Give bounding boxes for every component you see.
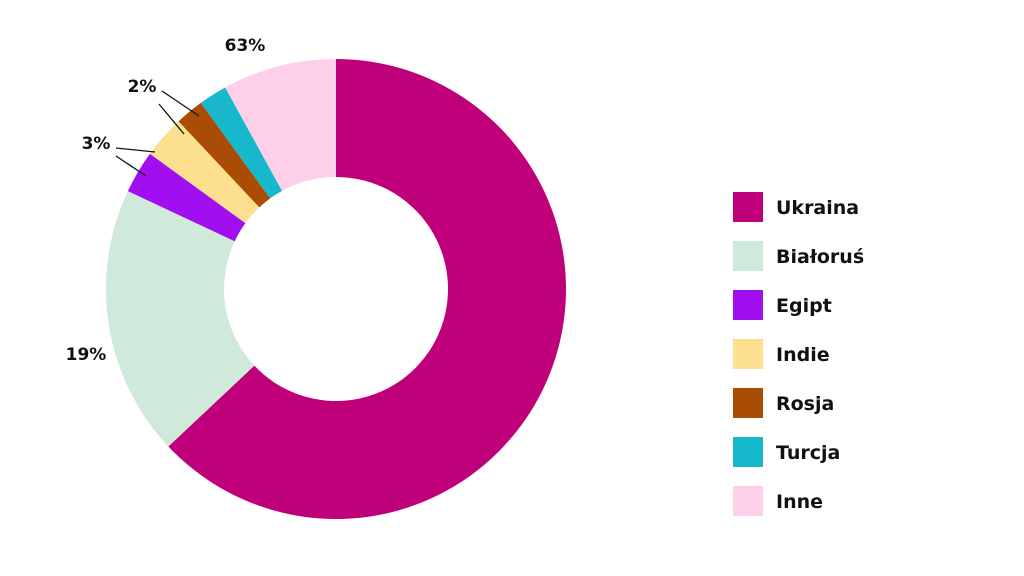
legend-label-egipt: Egipt bbox=[776, 295, 832, 317]
legend-label-bialorus: Białoruś bbox=[776, 246, 864, 268]
slice-egipt bbox=[127, 153, 246, 242]
legend-label-ukraina: Ukraina bbox=[776, 197, 859, 219]
legend: Ukraina Białoruś Egipt Indie Rosja Turcj… bbox=[733, 192, 864, 516]
legend-label-turcja: Turcja bbox=[776, 442, 840, 464]
legend-swatch-egipt bbox=[733, 290, 763, 320]
slice-turcja bbox=[200, 87, 283, 199]
legend-label-indie: Indie bbox=[776, 344, 830, 366]
slice-indie bbox=[149, 121, 260, 224]
data-label-rosja: 2% bbox=[128, 77, 157, 97]
slice-ukraina bbox=[168, 59, 566, 519]
data-label-egipt: 3% bbox=[82, 134, 111, 154]
legend-swatch-inne bbox=[733, 486, 763, 516]
legend-label-rosja: Rosja bbox=[776, 393, 834, 415]
slice-inne bbox=[225, 59, 336, 191]
slice-rosja bbox=[178, 102, 271, 208]
data-label-ukraina: 63% bbox=[225, 36, 266, 56]
donut-slices bbox=[105, 59, 566, 519]
leader-line-indie bbox=[115, 147, 156, 153]
leader-lines bbox=[115, 90, 200, 177]
legend-swatch-indie bbox=[733, 339, 763, 369]
legend-label-inne: Inne bbox=[776, 491, 823, 513]
leader-line-turcja bbox=[161, 90, 200, 117]
slice-bialorus bbox=[105, 191, 255, 447]
legend-swatch-bialorus bbox=[733, 241, 763, 271]
legend-swatch-turcja bbox=[733, 437, 763, 467]
legend-swatch-rosja bbox=[733, 388, 763, 418]
data-label-bialorus: 19% bbox=[66, 345, 107, 365]
leader-line-egipt bbox=[115, 155, 147, 177]
legend-swatch-ukraina bbox=[733, 192, 763, 222]
leader-line-rosja bbox=[158, 103, 185, 135]
